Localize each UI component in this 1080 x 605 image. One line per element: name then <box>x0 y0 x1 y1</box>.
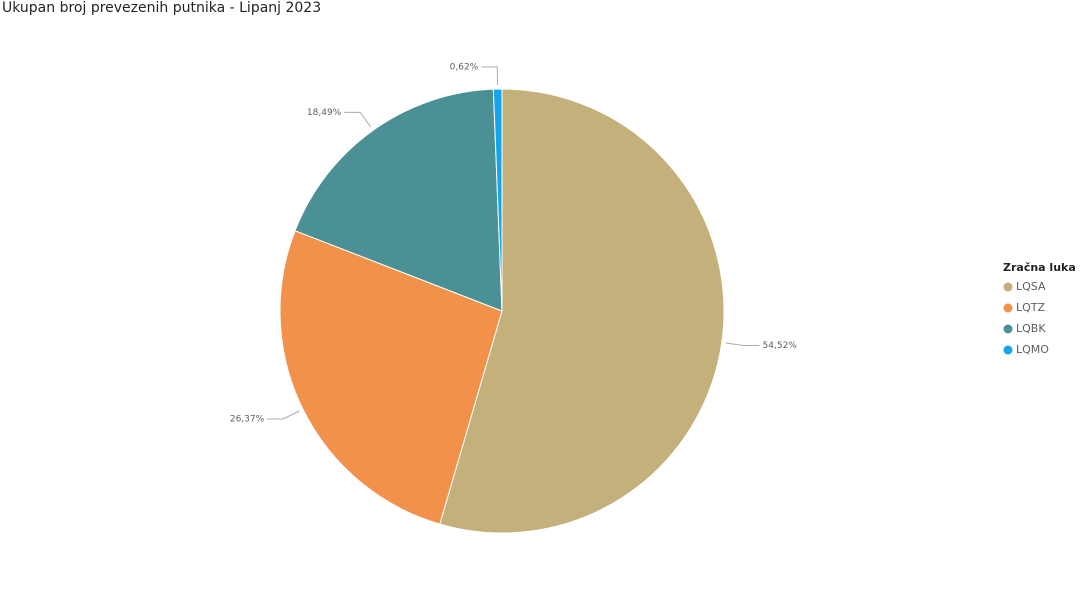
leader-line <box>267 410 300 420</box>
legend-label: LQBK <box>1016 322 1046 335</box>
data-label: 0,62% <box>450 63 479 73</box>
leader-line <box>481 66 499 86</box>
legend-label: LQMO <box>1016 343 1049 356</box>
data-label: 26,37% <box>230 414 265 424</box>
pie-slice <box>492 88 503 312</box>
data-label: 18,49% <box>307 108 342 118</box>
pie-slice <box>439 88 725 534</box>
chart-title: Ukupan broj prevezenih putnika - Lipanj … <box>2 0 321 16</box>
legend-label: LQSA <box>1016 280 1046 293</box>
leader-line <box>344 111 372 128</box>
pie-slice <box>279 230 503 525</box>
legend-marker <box>1003 303 1013 313</box>
legend-marker <box>1003 345 1013 355</box>
legend-title: Zračna luka <box>1003 261 1076 274</box>
legend-label: LQTZ <box>1016 301 1046 314</box>
legend-marker <box>1003 282 1013 292</box>
leader-line <box>725 342 760 347</box>
legend-marker <box>1003 324 1013 334</box>
data-label: 54,52% <box>763 341 798 351</box>
pie-slice <box>294 88 503 312</box>
